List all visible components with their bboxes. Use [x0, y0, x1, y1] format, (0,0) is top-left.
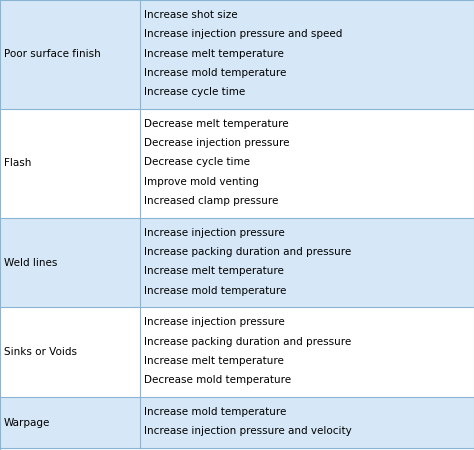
Bar — [140, 397, 474, 448]
Text: Increase melt temperature: Increase melt temperature — [144, 49, 284, 58]
Text: Poor surface finish: Poor surface finish — [4, 50, 101, 59]
Text: Sinks or Voids: Sinks or Voids — [4, 347, 77, 357]
Text: Increase mold temperature: Increase mold temperature — [144, 286, 286, 296]
Text: Increase packing duration and pressure: Increase packing duration and pressure — [144, 337, 351, 347]
Text: Increase injection pressure and velocity: Increase injection pressure and velocity — [144, 426, 352, 436]
Bar — [0, 397, 140, 448]
Text: Increased clamp pressure: Increased clamp pressure — [144, 196, 278, 206]
Text: Increase shot size: Increase shot size — [144, 10, 237, 20]
Text: Increase melt temperature: Increase melt temperature — [144, 356, 284, 366]
Text: Increase injection pressure and speed: Increase injection pressure and speed — [144, 29, 342, 39]
Text: Increase melt temperature: Increase melt temperature — [144, 266, 284, 276]
Text: Flash: Flash — [4, 158, 31, 168]
Bar — [140, 218, 474, 307]
Text: Decrease mold temperature: Decrease mold temperature — [144, 375, 291, 385]
Bar — [0, 0, 140, 109]
Bar — [0, 218, 140, 307]
Text: Weld lines: Weld lines — [4, 258, 57, 268]
Bar — [140, 109, 474, 218]
Text: Increase mold temperature: Increase mold temperature — [144, 68, 286, 78]
Text: Increase injection pressure: Increase injection pressure — [144, 317, 284, 327]
Text: Decrease melt temperature: Decrease melt temperature — [144, 119, 289, 129]
Text: Warpage: Warpage — [4, 418, 50, 428]
Bar — [140, 307, 474, 397]
Bar — [140, 0, 474, 109]
Text: Increase cycle time: Increase cycle time — [144, 87, 245, 97]
Bar — [0, 307, 140, 397]
Text: Decrease cycle time: Decrease cycle time — [144, 158, 250, 167]
Text: Increase injection pressure: Increase injection pressure — [144, 228, 284, 238]
Text: Increase packing duration and pressure: Increase packing duration and pressure — [144, 247, 351, 257]
Text: Decrease injection pressure: Decrease injection pressure — [144, 138, 289, 148]
Bar — [0, 109, 140, 218]
Text: Improve mold venting: Improve mold venting — [144, 177, 259, 187]
Text: Increase mold temperature: Increase mold temperature — [144, 407, 286, 417]
